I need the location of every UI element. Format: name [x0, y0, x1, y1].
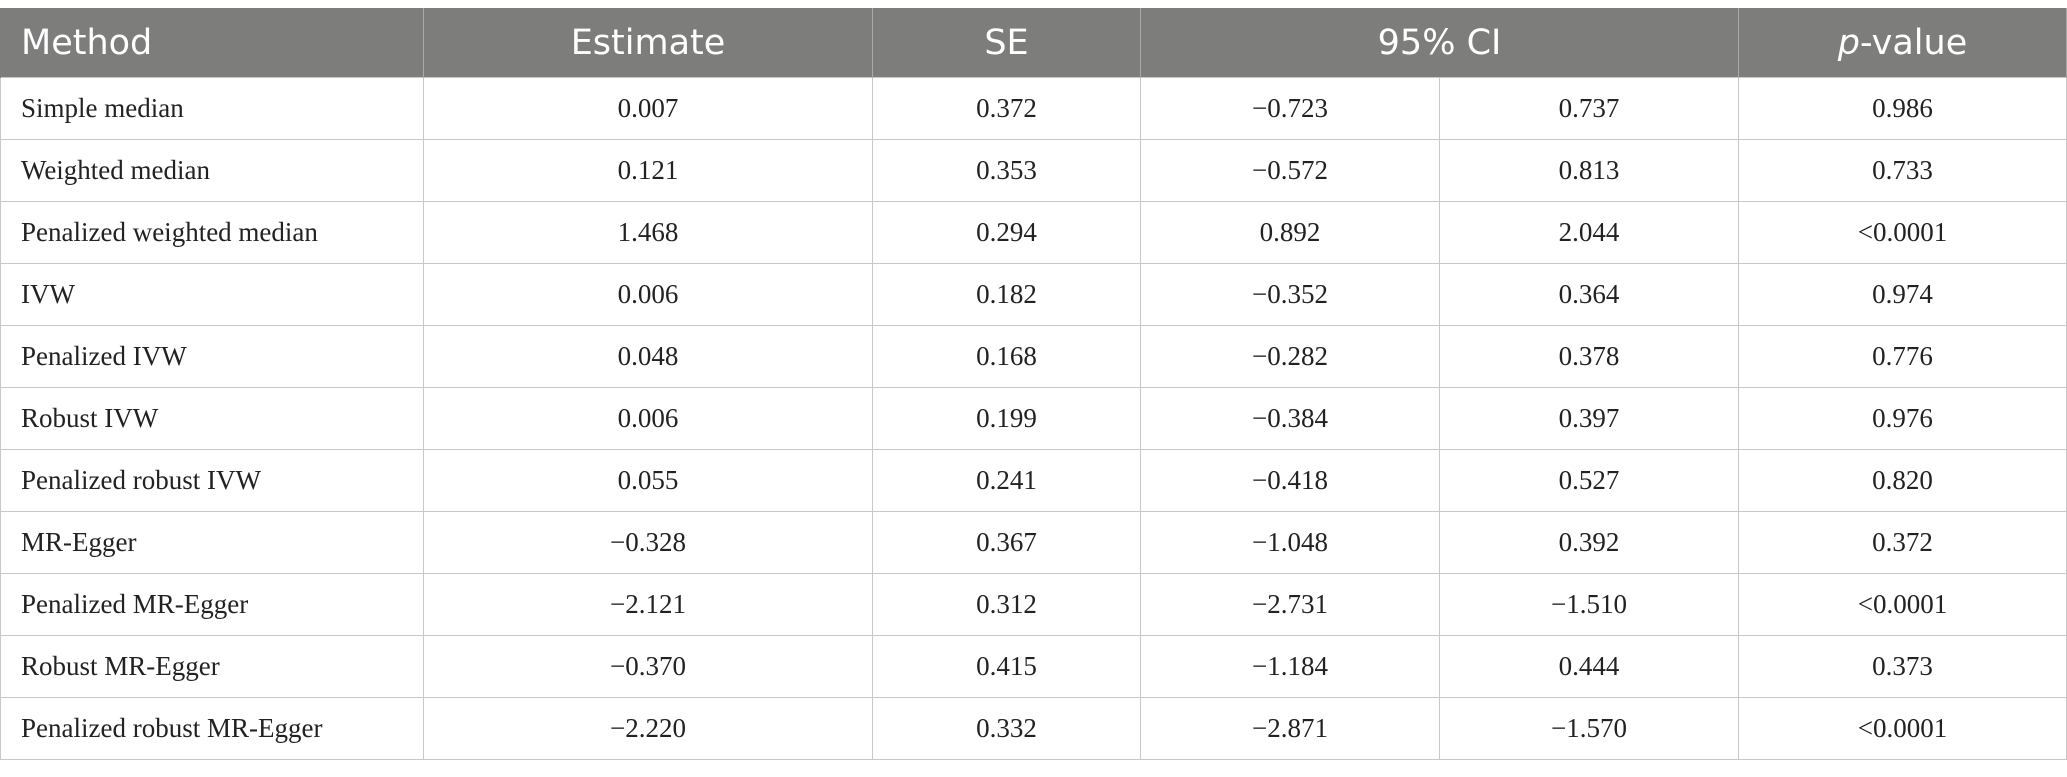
cell-p-value: 0.986 — [1738, 77, 2067, 140]
cell-method: IVW — [0, 263, 424, 326]
cell-se: 0.367 — [872, 511, 1141, 574]
cell-p-value: <0.0001 — [1738, 573, 2067, 636]
header-p-value: p-value — [1738, 8, 2067, 78]
cell-method: Robust IVW — [0, 387, 424, 450]
table-row: Penalized IVW 0.048 0.168 −0.282 0.378 0.776 — [0, 325, 2067, 388]
results-table-container: Method Estimate SE 95% CI p-value Simple… — [0, 8, 2067, 760]
cell-method: Penalized robust MR-Egger — [0, 697, 424, 760]
cell-p-value: 0.976 — [1738, 387, 2067, 450]
cell-se: 0.168 — [872, 325, 1141, 388]
header-row: Method Estimate SE 95% CI p-value — [0, 8, 2067, 78]
cell-estimate: 0.055 — [423, 449, 873, 512]
cell-ci-lower: −2.871 — [1140, 697, 1440, 760]
cell-estimate: −2.220 — [423, 697, 873, 760]
header-method: Method — [0, 8, 424, 78]
mr-methods-table: Method Estimate SE 95% CI p-value Simple… — [0, 8, 2067, 760]
cell-se: 0.241 — [872, 449, 1141, 512]
header-se: SE — [872, 8, 1141, 78]
cell-ci-upper: −1.510 — [1439, 573, 1739, 636]
cell-estimate: −0.328 — [423, 511, 873, 574]
cell-ci-lower: −0.352 — [1140, 263, 1440, 326]
table-row: IVW 0.006 0.182 −0.352 0.364 0.974 — [0, 263, 2067, 326]
cell-se: 0.372 — [872, 77, 1141, 140]
cell-estimate: 0.048 — [423, 325, 873, 388]
cell-method: Penalized weighted median — [0, 201, 424, 264]
table-row: MR-Egger −0.328 0.367 −1.048 0.392 0.372 — [0, 511, 2067, 574]
cell-method: Penalized IVW — [0, 325, 424, 388]
cell-estimate: 0.006 — [423, 387, 873, 450]
cell-p-value: <0.0001 — [1738, 697, 2067, 760]
cell-method: Penalized robust IVW — [0, 449, 424, 512]
cell-method: Weighted median — [0, 139, 424, 202]
cell-p-value: 0.974 — [1738, 263, 2067, 326]
cell-method: Simple median — [0, 77, 424, 140]
cell-ci-upper: 0.527 — [1439, 449, 1739, 512]
cell-ci-upper: 2.044 — [1439, 201, 1739, 264]
cell-p-value: 0.776 — [1738, 325, 2067, 388]
cell-p-value: 0.373 — [1738, 635, 2067, 698]
header-ci: 95% CI — [1140, 8, 1739, 78]
table-header: Method Estimate SE 95% CI p-value — [0, 8, 2067, 78]
cell-ci-lower: −1.184 — [1140, 635, 1440, 698]
cell-ci-upper: 0.392 — [1439, 511, 1739, 574]
cell-ci-lower: −0.384 — [1140, 387, 1440, 450]
table-row: Penalized robust IVW 0.055 0.241 −0.418 0.52… — [0, 449, 2067, 512]
header-p-italic: p — [1837, 23, 1860, 63]
cell-ci-lower: −0.282 — [1140, 325, 1440, 388]
cell-estimate: 0.121 — [423, 139, 873, 202]
cell-ci-upper: 0.737 — [1439, 77, 1739, 140]
cell-ci-upper: −1.570 — [1439, 697, 1739, 760]
cell-method: MR-Egger — [0, 511, 424, 574]
table-body: Simple median 0.007 0.372 −0.723 0.737 0.986 W… — [0, 77, 2067, 760]
table-row: Simple median 0.007 0.372 −0.723 0.737 0.986 — [0, 77, 2067, 140]
cell-se: 0.312 — [872, 573, 1141, 636]
header-estimate: Estimate — [423, 8, 873, 78]
table-row: Penalized robust MR-Egger −2.220 0.332 −2.8… — [0, 697, 2067, 760]
cell-ci-upper: 0.378 — [1439, 325, 1739, 388]
cell-ci-upper: 0.444 — [1439, 635, 1739, 698]
table-row: Robust MR-Egger −0.370 0.415 −1.184 0.444 0.3… — [0, 635, 2067, 698]
cell-se: 0.415 — [872, 635, 1141, 698]
table-row: Weighted median 0.121 0.353 −0.572 0.813 0.73… — [0, 139, 2067, 202]
cell-se: 0.332 — [872, 697, 1141, 760]
header-p-rest: -value — [1859, 23, 1968, 63]
cell-method: Robust MR-Egger — [0, 635, 424, 698]
cell-estimate: −0.370 — [423, 635, 873, 698]
table-row: Penalized weighted median 1.468 0.294 0.892… — [0, 201, 2067, 264]
cell-p-value: 0.372 — [1738, 511, 2067, 574]
cell-se: 0.294 — [872, 201, 1141, 264]
cell-p-value: 0.820 — [1738, 449, 2067, 512]
cell-method: Penalized MR-Egger — [0, 573, 424, 636]
cell-ci-lower: −0.418 — [1140, 449, 1440, 512]
cell-se: 0.353 — [872, 139, 1141, 202]
cell-ci-lower: 0.892 — [1140, 201, 1440, 264]
cell-se: 0.182 — [872, 263, 1141, 326]
cell-estimate: −2.121 — [423, 573, 873, 636]
table-row: Penalized MR-Egger −2.121 0.312 −2.731 −1.51… — [0, 573, 2067, 636]
cell-ci-lower: −0.572 — [1140, 139, 1440, 202]
cell-ci-lower: −2.731 — [1140, 573, 1440, 636]
cell-p-value: <0.0001 — [1738, 201, 2067, 264]
cell-estimate: 0.006 — [423, 263, 873, 326]
cell-ci-upper: 0.813 — [1439, 139, 1739, 202]
cell-estimate: 1.468 — [423, 201, 873, 264]
cell-ci-lower: −0.723 — [1140, 77, 1440, 140]
table-row: Robust IVW 0.006 0.199 −0.384 0.397 0.976 — [0, 387, 2067, 450]
cell-ci-upper: 0.364 — [1439, 263, 1739, 326]
cell-p-value: 0.733 — [1738, 139, 2067, 202]
cell-se: 0.199 — [872, 387, 1141, 450]
cell-ci-lower: −1.048 — [1140, 511, 1440, 574]
cell-estimate: 0.007 — [423, 77, 873, 140]
cell-ci-upper: 0.397 — [1439, 387, 1739, 450]
